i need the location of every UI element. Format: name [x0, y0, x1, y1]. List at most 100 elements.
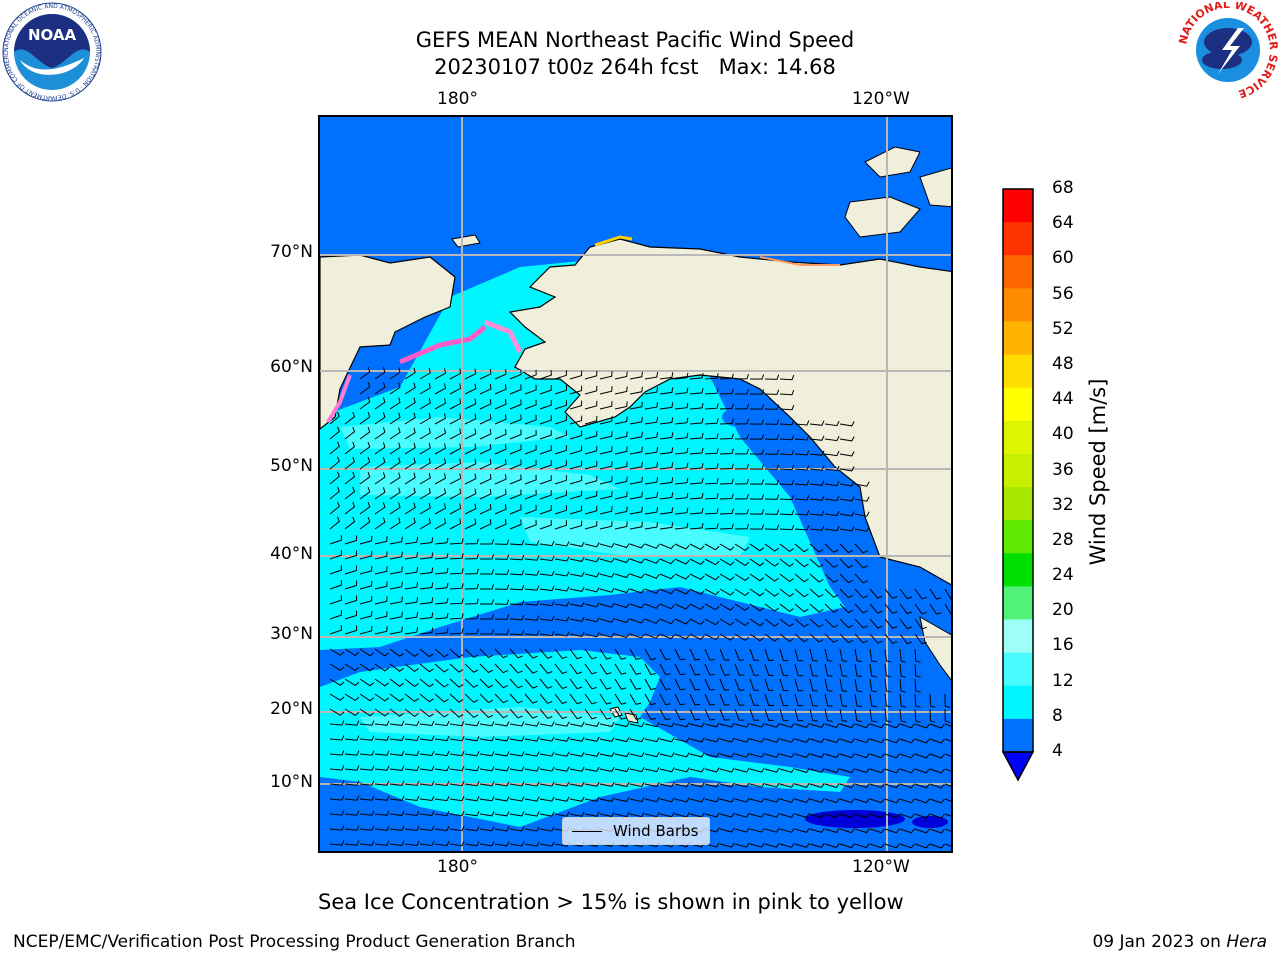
- wind-barb: [764, 449, 780, 455]
- wind-barb: [839, 768, 855, 774]
- wind-barb: [554, 490, 567, 500]
- wind-barb: [480, 539, 495, 545]
- wind-barb: [749, 573, 765, 582]
- wind-barb: [554, 811, 570, 817]
- wind-barb: [749, 374, 765, 380]
- wind-barb: [719, 603, 735, 611]
- wind-barb: [794, 495, 810, 501]
- wind-barb: [704, 693, 715, 706]
- wind-barb: [494, 399, 507, 410]
- wind-barb: [434, 473, 447, 485]
- wind-barb: [914, 828, 930, 834]
- wind-barb: [569, 556, 585, 562]
- wind-barb: [839, 603, 854, 614]
- wind-barb: [554, 601, 570, 607]
- colorbar-tick-label: 60: [1052, 248, 1074, 269]
- wind-barb: [329, 471, 340, 485]
- wind-barb: [524, 693, 538, 704]
- wind-barb: [944, 708, 951, 723]
- land-alaska-canada: [508, 238, 951, 586]
- wind-barb: [584, 811, 600, 817]
- wind-barb: [464, 708, 479, 718]
- gulf-of-alaska-low-band: [722, 407, 758, 427]
- wind-barb: [449, 795, 465, 802]
- lon-label-top-120w: 120°W: [852, 89, 910, 109]
- wind-barb: [539, 781, 555, 787]
- wind-barb: [809, 525, 825, 531]
- wind-barb: [599, 617, 615, 623]
- wind-barb: [479, 488, 492, 500]
- wind-barb: [689, 432, 704, 440]
- wind-barb: [704, 812, 720, 818]
- wind-barb: [839, 421, 855, 427]
- wind-barb: [569, 430, 583, 440]
- wind-barb: [674, 693, 686, 706]
- wind-barb: [779, 678, 789, 692]
- wind-barb: [329, 648, 345, 656]
- wind-barb: [764, 737, 780, 743]
- wind-barb: [644, 663, 656, 676]
- wind-barb: [480, 614, 495, 620]
- wind-barb: [764, 603, 779, 612]
- wind-barb: [494, 444, 507, 455]
- wind-barb: [764, 648, 774, 661]
- wind-barb: [344, 780, 360, 786]
- wind-barb: [464, 413, 477, 425]
- wind-barb: [584, 721, 600, 727]
- wind-barb: [464, 751, 480, 757]
- wind-barb: [524, 751, 540, 757]
- wind-barb: [389, 611, 403, 620]
- wind-barb: [764, 524, 780, 530]
- wind-barb: [464, 473, 477, 485]
- wind-barb: [719, 678, 730, 691]
- footer-machine: Hera: [1226, 932, 1267, 952]
- wind-barb: [419, 502, 431, 515]
- wind-barb: [539, 630, 555, 637]
- wind-barb: [614, 491, 628, 500]
- wind-barb: [614, 781, 630, 788]
- wind-barb: [494, 459, 507, 470]
- wind-barb: [674, 387, 689, 395]
- wind-barb: [779, 797, 795, 803]
- wind-barb: [704, 648, 715, 661]
- wind-barb: [554, 693, 568, 705]
- wind-barb: [929, 798, 945, 804]
- wind-barb: [719, 722, 735, 728]
- wind-barb: [509, 600, 525, 606]
- wind-barb: [749, 404, 765, 410]
- wind-barb: [689, 417, 704, 425]
- wind-barb: [869, 693, 877, 708]
- wind-barb: [854, 738, 870, 744]
- wind-barb: [719, 478, 734, 485]
- sea-ice-bering-east: [484, 319, 523, 354]
- wind-barb: [404, 442, 416, 455]
- wind-barb: [614, 648, 627, 660]
- wind-barb: [329, 735, 345, 741]
- wind-barb: [794, 435, 810, 441]
- wind-barb: [899, 723, 915, 729]
- wind-barb: [689, 372, 704, 380]
- wind-barb: [464, 488, 477, 500]
- wind-barb: [749, 618, 765, 627]
- footer-date-text: 09 Jan 2023 on: [1092, 932, 1221, 952]
- wind-barb: [749, 722, 765, 728]
- wind-barb: [509, 585, 525, 591]
- lat-label-60n: 60°N: [270, 357, 313, 377]
- wind-barb: [659, 693, 671, 706]
- wind-barb: [584, 557, 600, 563]
- wind-barb: [434, 795, 450, 802]
- wind-barb: [434, 765, 450, 772]
- wind-barb: [359, 663, 375, 672]
- wind-barb: [584, 445, 598, 455]
- wind-barb: [824, 798, 840, 804]
- wind-barb: [824, 753, 840, 759]
- wind-barb: [524, 766, 540, 772]
- wind-barb: [539, 520, 552, 530]
- wind-barb: [524, 489, 537, 500]
- wind-barb: [629, 491, 643, 500]
- wind-barb: [884, 678, 892, 693]
- wind-barb: [704, 752, 720, 758]
- wind-barb: [419, 825, 435, 832]
- wind-barb: [449, 780, 465, 787]
- wind-barb: [404, 810, 420, 817]
